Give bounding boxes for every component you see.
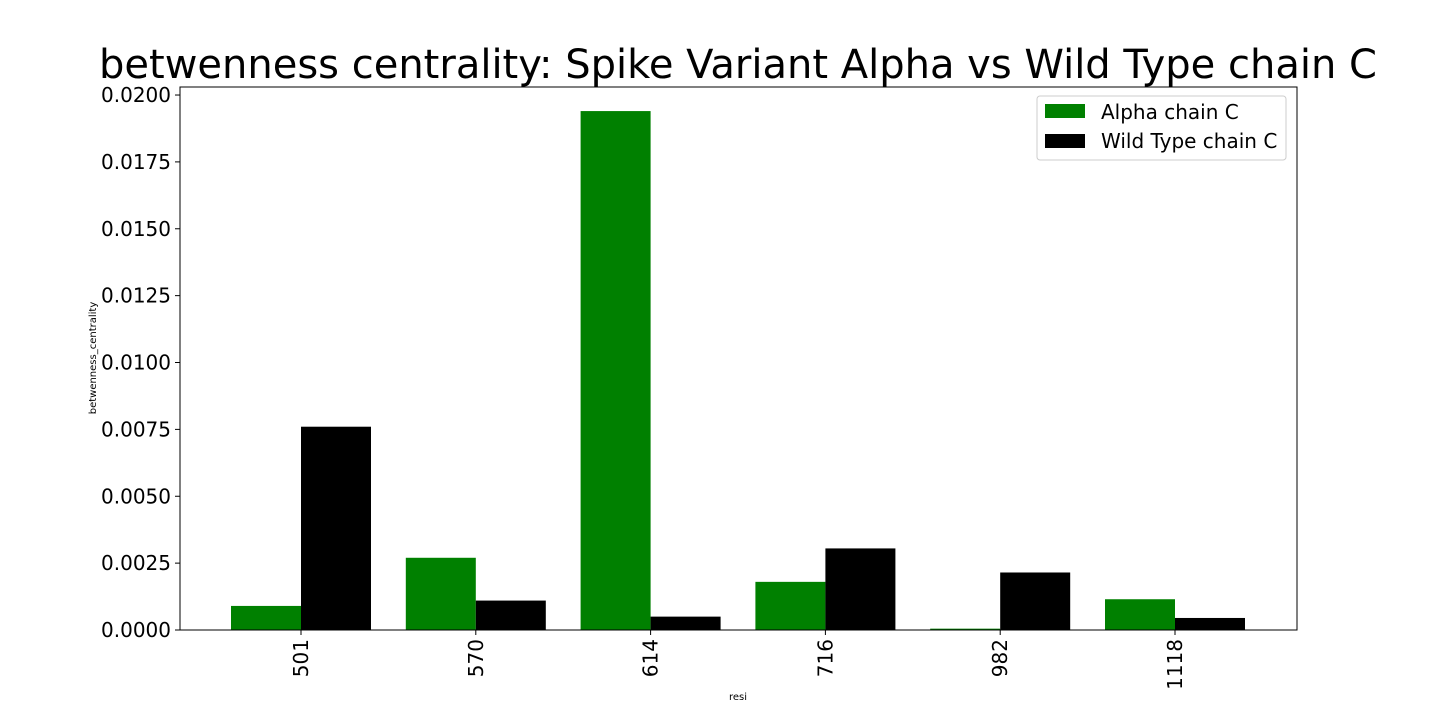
legend-swatch-wild-type: [1045, 134, 1085, 148]
y-axis-label: betwenness_centrality: [88, 302, 99, 415]
y-tick-label: 0.0025: [101, 551, 171, 575]
legend-label-alpha: Alpha chain C: [1101, 100, 1239, 124]
bar-alpha-716: [755, 581, 826, 630]
bar-wild-type-570: [475, 600, 546, 630]
y-tick-label: 0.0000: [101, 618, 171, 642]
x-tick-label: 716: [813, 639, 837, 677]
legend: Alpha chain C Wild Type chain C: [1036, 95, 1287, 161]
y-tick-label: 0.0175: [101, 150, 171, 174]
bar-alpha-570: [405, 557, 476, 630]
legend-box: [1036, 95, 1287, 161]
plot-frame: [179, 86, 1298, 631]
y-tick-label: 0.0200: [101, 83, 171, 107]
bar-wild-type-1118: [1175, 617, 1245, 630]
bar-wild-type-982: [1000, 572, 1071, 630]
x-tick-label: 614: [639, 639, 663, 677]
y-tick-label: 0.0150: [101, 217, 171, 241]
chart-title: betwenness centrality: Spike Variant Alp…: [99, 42, 1377, 88]
y-axis: 0.0000 0.0025 0.0050 0.0075 0.0100 0.0125 0.01…: [101, 83, 180, 642]
bar-wild-type-614: [650, 616, 721, 630]
legend-swatch-alpha: [1045, 104, 1085, 118]
x-tick-label: 570: [464, 639, 488, 677]
y-tick-label: 0.0075: [101, 417, 171, 441]
bar-alpha-501: [231, 605, 301, 630]
bars-group: [231, 111, 1245, 630]
y-tick-label: 0.0050: [101, 484, 171, 508]
x-axis: 501 570 614 716 982 1118: [289, 630, 1187, 690]
bar-wild-type-501: [301, 426, 371, 630]
y-tick-label: 0.0125: [101, 284, 171, 308]
x-tick-label: 501: [289, 639, 313, 677]
bar-alpha-1118: [1105, 599, 1175, 630]
legend-label-wild-type: Wild Type chain C: [1101, 129, 1277, 153]
bar-alpha-982: [930, 628, 1001, 630]
y-tick-label: 0.0100: [101, 351, 171, 375]
x-tick-label: 982: [988, 639, 1012, 677]
bar-alpha-614: [580, 111, 651, 630]
bar-wild-type-716: [825, 548, 896, 630]
x-axis-label: resi: [729, 692, 747, 703]
x-tick-label: 1118: [1163, 639, 1187, 690]
